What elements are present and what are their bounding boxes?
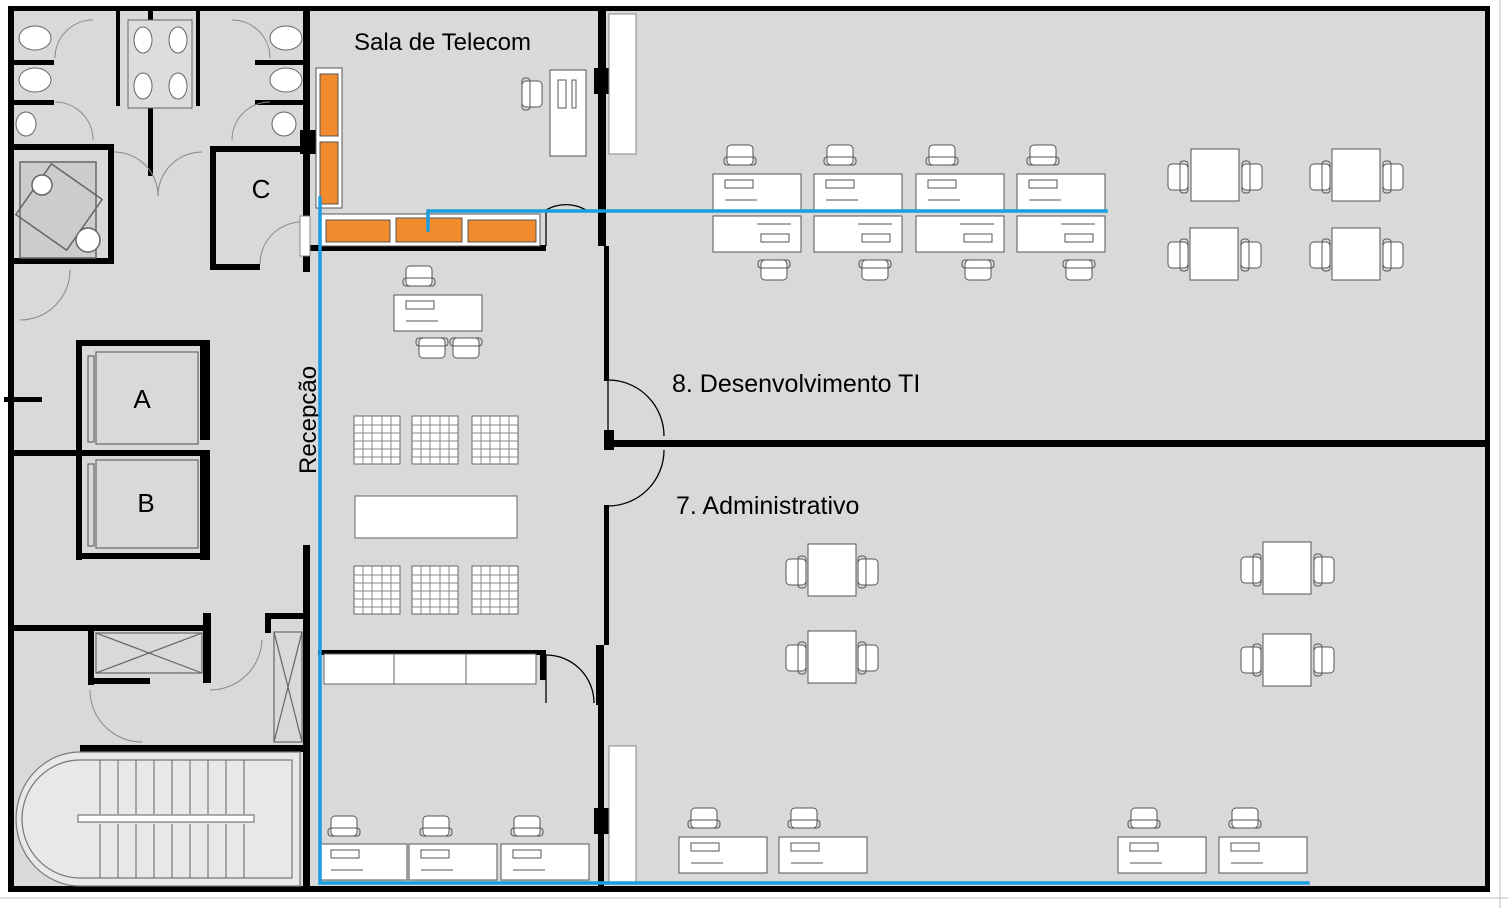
telecom-desk: [521, 69, 587, 157]
counter-cabinets: [323, 653, 537, 685]
door-arcs-core: [19, 19, 303, 743]
window-panels: [299, 13, 637, 883]
telecom-room-label: Sala de Telecom: [354, 29, 531, 56]
staircase: [15, 751, 301, 887]
elevator-cars: [87, 351, 199, 549]
outer-walls: [8, 6, 1490, 892]
core-walls: [4, 6, 310, 886]
elevator-a-label: A: [133, 384, 151, 414]
dev-ti-room-label: 8. Desenvolvimento TI: [672, 370, 920, 398]
main-walls: [300, 6, 1485, 886]
accessible-bathroom: [14, 161, 104, 259]
administrativo-room-label: 7. Administrativo: [676, 492, 859, 520]
reception-label: Recepcão: [295, 366, 322, 474]
elevator-b-label: B: [137, 488, 154, 518]
shaft-c-label: C: [252, 174, 271, 204]
telecom-walls: [310, 245, 546, 680]
restroom-fixtures: [15, 19, 303, 137]
telecom-racks: [315, 67, 541, 247]
reception-shelves: [353, 415, 519, 615]
service-shafts: [95, 631, 303, 743]
network-cable-route: [318, 196, 1310, 885]
